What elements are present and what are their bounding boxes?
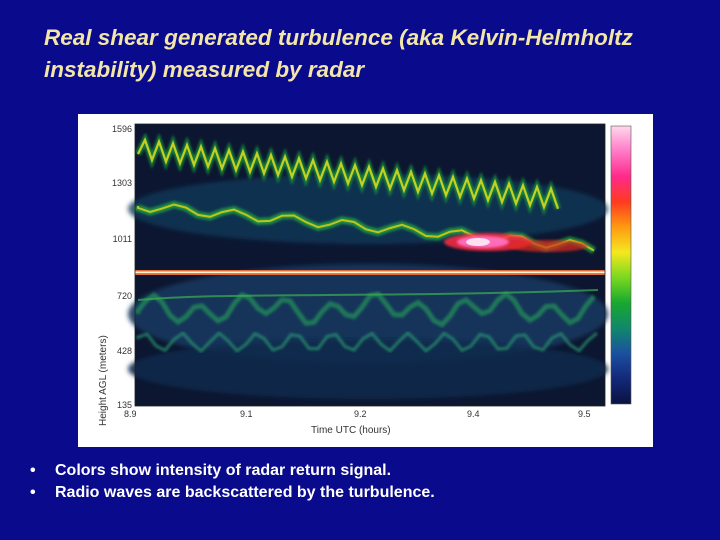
- y-tick-label: 1596: [111, 124, 132, 134]
- radar-figure: Height AGL (meters) 1596 1303 1011 720 4…: [78, 114, 653, 447]
- bullet-item: • Radio waves are backscattered by the tu…: [30, 484, 435, 501]
- y-tick-label: 720: [116, 291, 132, 301]
- x-tick-label: 8.9: [124, 409, 137, 419]
- radar-echo: [136, 330, 598, 354]
- radar-echo: [137, 289, 599, 301]
- radar-echoes: [128, 132, 608, 399]
- x-tick-label: 9.5: [578, 409, 591, 419]
- radar-echo: [128, 339, 608, 399]
- radar-image: [128, 123, 632, 407]
- radar-echo: [135, 271, 605, 274]
- radar-echo: [137, 137, 560, 211]
- y-tick-label: 1303: [111, 178, 132, 188]
- y-tick-label: 1011: [112, 234, 132, 244]
- radar-echo: [508, 240, 588, 252]
- bullet-text: Radio waves are backscattered by the tur…: [55, 484, 435, 501]
- bullet-item: • Colors show intensity of radar return s…: [30, 462, 392, 479]
- colorbar: [610, 125, 632, 405]
- x-tick-label: 9.2: [354, 409, 367, 419]
- bullet-text: Colors show intensity of radar return si…: [55, 462, 392, 479]
- radar-echo: [128, 264, 608, 364]
- y-tick-label: 428: [116, 346, 132, 356]
- radar-echo: [135, 290, 596, 328]
- y-tick-label: 135: [116, 400, 132, 410]
- x-axis-label: Time UTC (hours): [311, 425, 391, 436]
- x-tick-label: 9.1: [240, 409, 253, 419]
- slide-title: Real shear generated turbulence (aka Kel…: [44, 25, 633, 82]
- x-tick-label: 9.4: [467, 409, 480, 419]
- radar-echo: [466, 238, 490, 246]
- bullet-list: • Colors show intensity of radar return s…: [30, 460, 435, 504]
